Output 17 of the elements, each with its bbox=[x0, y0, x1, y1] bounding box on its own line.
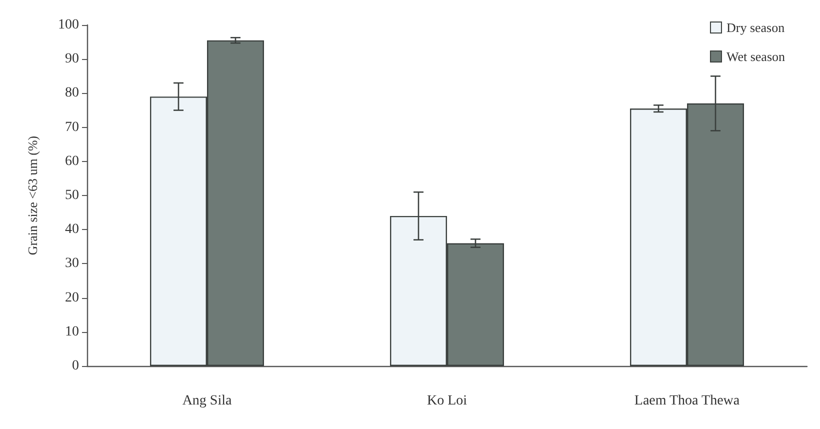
y-tick-label: 50 bbox=[65, 188, 79, 203]
y-tick-label: 100 bbox=[58, 18, 79, 32]
y-tick-label: 10 bbox=[65, 324, 79, 340]
x-tick-label: Laem Thoa Thewa bbox=[634, 394, 740, 408]
x-tick-label: Ko Loi bbox=[426, 394, 468, 408]
y-tick-label: 90 bbox=[65, 52, 79, 67]
y-tick-label: 30 bbox=[65, 256, 79, 272]
x-tick-label: Ang Sila bbox=[182, 394, 232, 408]
legend-label: Dry season bbox=[726, 20, 786, 35]
y-tick-label: 40 bbox=[65, 222, 79, 238]
y-tick-label: 20 bbox=[65, 290, 79, 306]
y-tick-label: 0 bbox=[72, 358, 79, 374]
y-tick-label: 60 bbox=[65, 154, 79, 169]
y-tick-label: 80 bbox=[65, 86, 79, 101]
y-tick-label: 70 bbox=[65, 120, 79, 135]
y-axis-title: Grain size <63 um (%) bbox=[25, 136, 40, 256]
legend-label: Wet season bbox=[726, 49, 786, 64]
